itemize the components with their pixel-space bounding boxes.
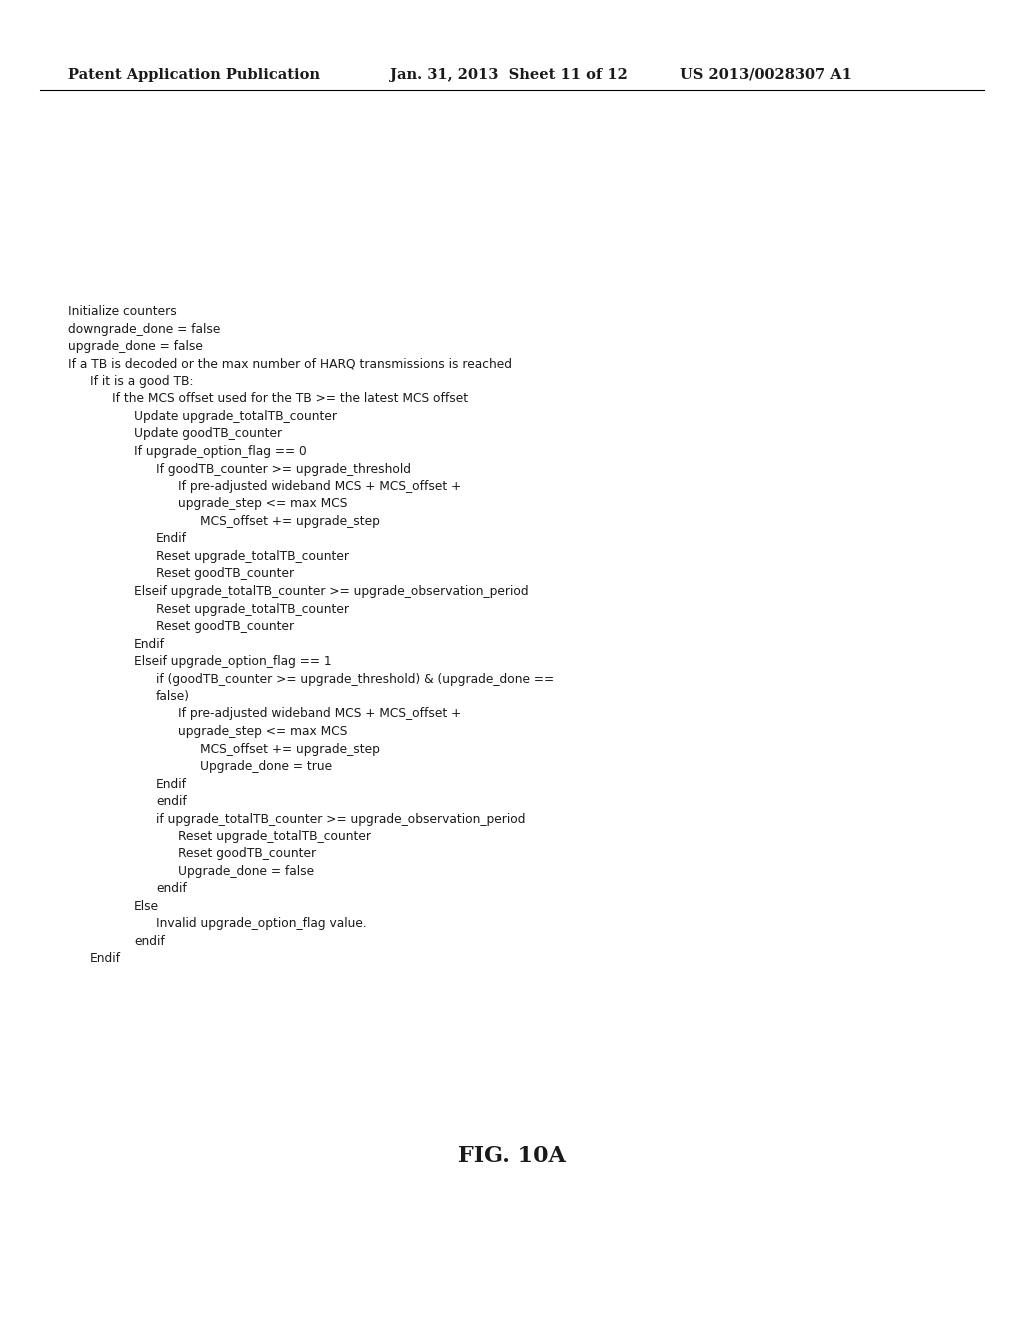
Text: Reset upgrade_totalTB_counter: Reset upgrade_totalTB_counter [178,830,371,843]
Text: if (goodTB_counter >= upgrade_threshold) & (upgrade_done ==: if (goodTB_counter >= upgrade_threshold)… [156,672,554,685]
Text: Reset goodTB_counter: Reset goodTB_counter [156,568,294,581]
Text: If a TB is decoded or the max number of HARQ transmissions is reached: If a TB is decoded or the max number of … [68,358,512,371]
Text: Elseif upgrade_totalTB_counter >= upgrade_observation_period: Elseif upgrade_totalTB_counter >= upgrad… [134,585,528,598]
Text: If it is a good TB:: If it is a good TB: [90,375,194,388]
Text: Endif: Endif [90,953,121,965]
Text: Update upgrade_totalTB_counter: Update upgrade_totalTB_counter [134,411,337,422]
Text: Patent Application Publication: Patent Application Publication [68,69,319,82]
Text: Endif: Endif [156,532,187,545]
Text: Upgrade_done = false: Upgrade_done = false [178,865,314,878]
Text: FIG. 10A: FIG. 10A [458,1144,566,1167]
Text: Invalid upgrade_option_flag value.: Invalid upgrade_option_flag value. [156,917,367,931]
Text: upgrade_done = false: upgrade_done = false [68,341,203,352]
Text: Reset upgrade_totalTB_counter: Reset upgrade_totalTB_counter [156,602,349,615]
Text: endif: endif [134,935,165,948]
Text: Update goodTB_counter: Update goodTB_counter [134,428,283,441]
Text: If pre-adjusted wideband MCS + MCS_offset +: If pre-adjusted wideband MCS + MCS_offse… [178,708,461,721]
Text: Initialize counters: Initialize counters [68,305,177,318]
Text: Jan. 31, 2013  Sheet 11 of 12: Jan. 31, 2013 Sheet 11 of 12 [390,69,628,82]
Text: Endif: Endif [156,777,187,791]
Text: If the MCS offset used for the TB >= the latest MCS offset: If the MCS offset used for the TB >= the… [112,392,468,405]
Text: upgrade_step <= max MCS: upgrade_step <= max MCS [178,725,347,738]
Text: If goodTB_counter >= upgrade_threshold: If goodTB_counter >= upgrade_threshold [156,462,411,475]
Text: downgrade_done = false: downgrade_done = false [68,322,220,335]
Text: Reset upgrade_totalTB_counter: Reset upgrade_totalTB_counter [156,550,349,564]
Text: Reset goodTB_counter: Reset goodTB_counter [156,620,294,634]
Text: if upgrade_totalTB_counter >= upgrade_observation_period: if upgrade_totalTB_counter >= upgrade_ob… [156,813,525,825]
Text: endif: endif [156,883,186,895]
Text: Elseif upgrade_option_flag == 1: Elseif upgrade_option_flag == 1 [134,655,332,668]
Text: MCS_offset += upgrade_step: MCS_offset += upgrade_step [200,515,380,528]
Text: MCS_offset += upgrade_step: MCS_offset += upgrade_step [200,742,380,755]
Text: Else: Else [134,900,159,913]
Text: upgrade_step <= max MCS: upgrade_step <= max MCS [178,498,347,511]
Text: Endif: Endif [134,638,165,651]
Text: US 2013/0028307 A1: US 2013/0028307 A1 [680,69,852,82]
Text: Reset goodTB_counter: Reset goodTB_counter [178,847,316,861]
Text: Upgrade_done = true: Upgrade_done = true [200,760,332,774]
Text: If upgrade_option_flag == 0: If upgrade_option_flag == 0 [134,445,307,458]
Text: If pre-adjusted wideband MCS + MCS_offset +: If pre-adjusted wideband MCS + MCS_offse… [178,480,461,492]
Text: endif: endif [156,795,186,808]
Text: false): false) [156,690,190,704]
